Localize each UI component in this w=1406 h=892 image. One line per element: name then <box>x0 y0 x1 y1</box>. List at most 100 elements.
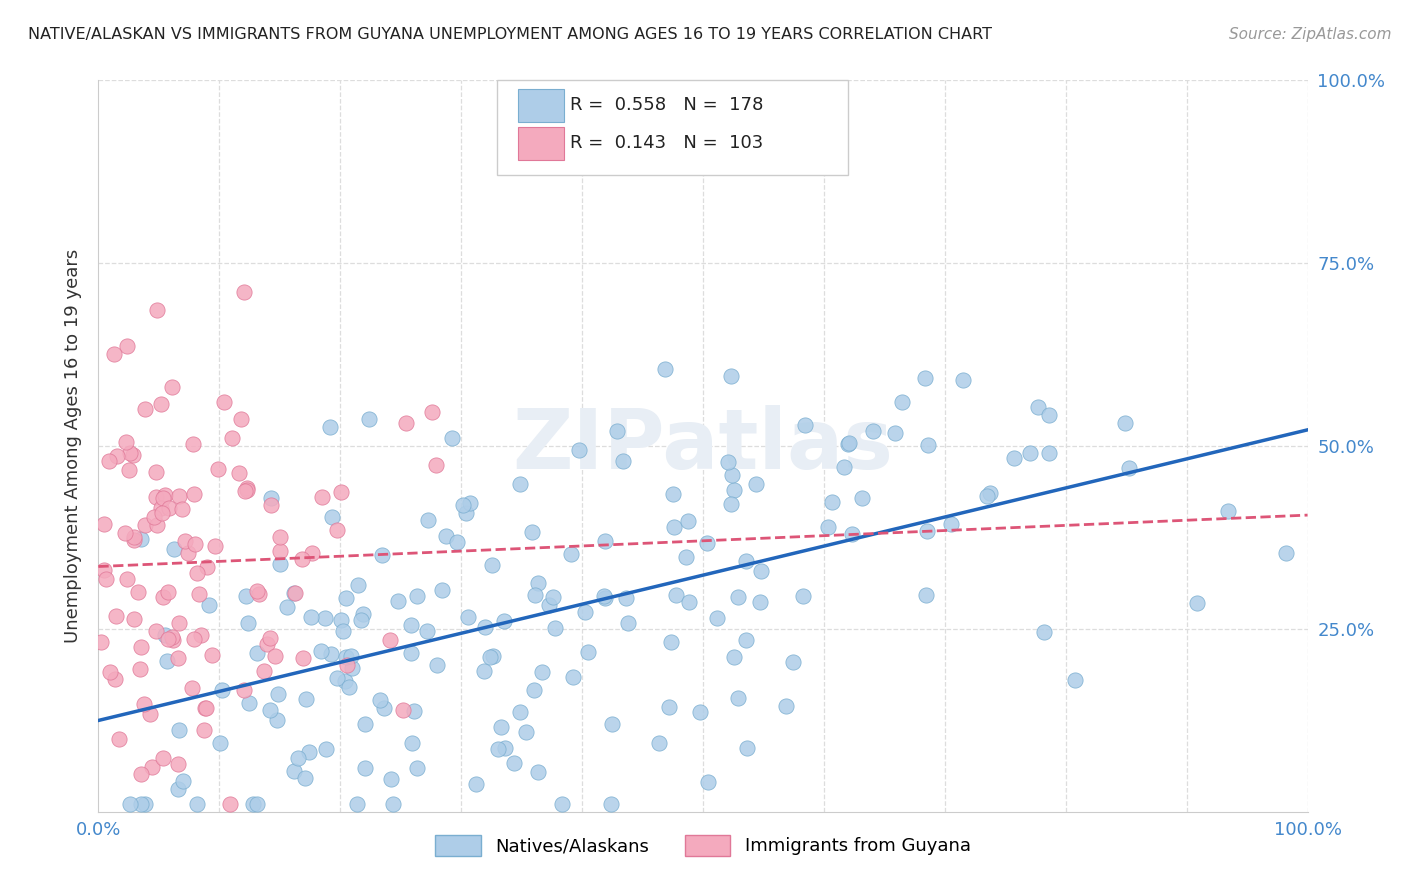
Point <box>276 600 298 615</box>
Point <box>834 460 856 475</box>
Point <box>706 611 728 625</box>
Point <box>464 777 486 791</box>
Point <box>172 773 194 788</box>
Point <box>266 687 288 701</box>
Point <box>108 731 131 746</box>
Point <box>105 449 128 463</box>
Point <box>689 705 711 719</box>
Point <box>332 624 354 639</box>
Point <box>264 649 287 664</box>
Point <box>658 699 681 714</box>
Text: Source: ZipAtlas.com: Source: ZipAtlas.com <box>1229 27 1392 42</box>
Point <box>235 483 257 498</box>
Point <box>352 607 374 621</box>
Point <box>194 700 217 714</box>
Point <box>678 514 700 528</box>
Point <box>562 670 585 684</box>
Point <box>146 518 169 533</box>
Point <box>283 764 305 778</box>
FancyBboxPatch shape <box>517 127 564 160</box>
Point <box>183 632 205 647</box>
Point <box>720 468 742 483</box>
Point <box>204 539 226 553</box>
Point <box>696 775 718 789</box>
Point <box>335 674 357 689</box>
Point <box>195 701 218 715</box>
Point <box>209 736 232 750</box>
Point <box>259 631 281 645</box>
Point <box>128 662 150 676</box>
Point <box>149 397 172 411</box>
Point <box>183 487 205 501</box>
Point <box>335 650 357 665</box>
Point <box>162 632 184 647</box>
Point <box>478 649 501 664</box>
Point <box>436 529 458 543</box>
Point <box>915 524 938 539</box>
Point <box>541 591 564 605</box>
Point <box>538 598 561 612</box>
Point <box>665 588 688 602</box>
Point <box>287 751 309 765</box>
Point <box>523 683 546 698</box>
Point <box>340 649 363 664</box>
Point <box>616 615 638 630</box>
Point <box>166 651 188 665</box>
Point <box>526 764 548 779</box>
Point <box>391 703 413 717</box>
Point <box>269 558 291 572</box>
Point <box>246 797 269 812</box>
Point <box>451 498 474 512</box>
Point <box>160 380 183 394</box>
Point <box>606 425 628 439</box>
Point <box>357 411 380 425</box>
Point <box>654 362 676 376</box>
Point <box>381 797 404 812</box>
Point <box>188 587 211 601</box>
Point <box>235 590 257 604</box>
Point <box>246 646 269 660</box>
Point <box>98 665 121 679</box>
Point <box>425 458 447 473</box>
Point <box>134 518 156 533</box>
Point <box>1216 504 1239 518</box>
Point <box>233 483 256 498</box>
Point <box>259 491 281 505</box>
Point <box>675 549 697 564</box>
Point <box>884 425 907 440</box>
Point <box>131 640 153 655</box>
Point <box>544 621 567 635</box>
FancyBboxPatch shape <box>517 89 564 122</box>
Point <box>347 578 370 592</box>
Point <box>229 412 252 426</box>
Point <box>260 498 283 512</box>
Point <box>152 590 174 604</box>
Point <box>118 445 141 459</box>
Point <box>93 564 115 578</box>
Point <box>157 500 180 515</box>
Point <box>315 741 337 756</box>
Point <box>523 588 546 602</box>
Point <box>238 697 260 711</box>
Point <box>314 610 336 624</box>
Point <box>370 548 392 562</box>
Point <box>952 373 974 387</box>
Point <box>174 533 197 548</box>
Point <box>387 594 409 608</box>
Point <box>395 416 418 430</box>
Point <box>745 476 768 491</box>
Point <box>198 599 221 613</box>
Legend: Natives/Alaskans, Immigrants from Guyana: Natives/Alaskans, Immigrants from Guyana <box>426 826 980 865</box>
Point <box>659 634 682 648</box>
Point <box>727 690 749 705</box>
Point <box>1038 446 1060 460</box>
Point <box>891 395 914 409</box>
Point <box>284 586 307 600</box>
Point <box>236 481 259 495</box>
Point <box>837 437 859 451</box>
Point <box>181 681 204 695</box>
Point <box>568 442 591 457</box>
Point <box>380 772 402 786</box>
Point <box>576 645 599 659</box>
Point <box>353 717 375 731</box>
